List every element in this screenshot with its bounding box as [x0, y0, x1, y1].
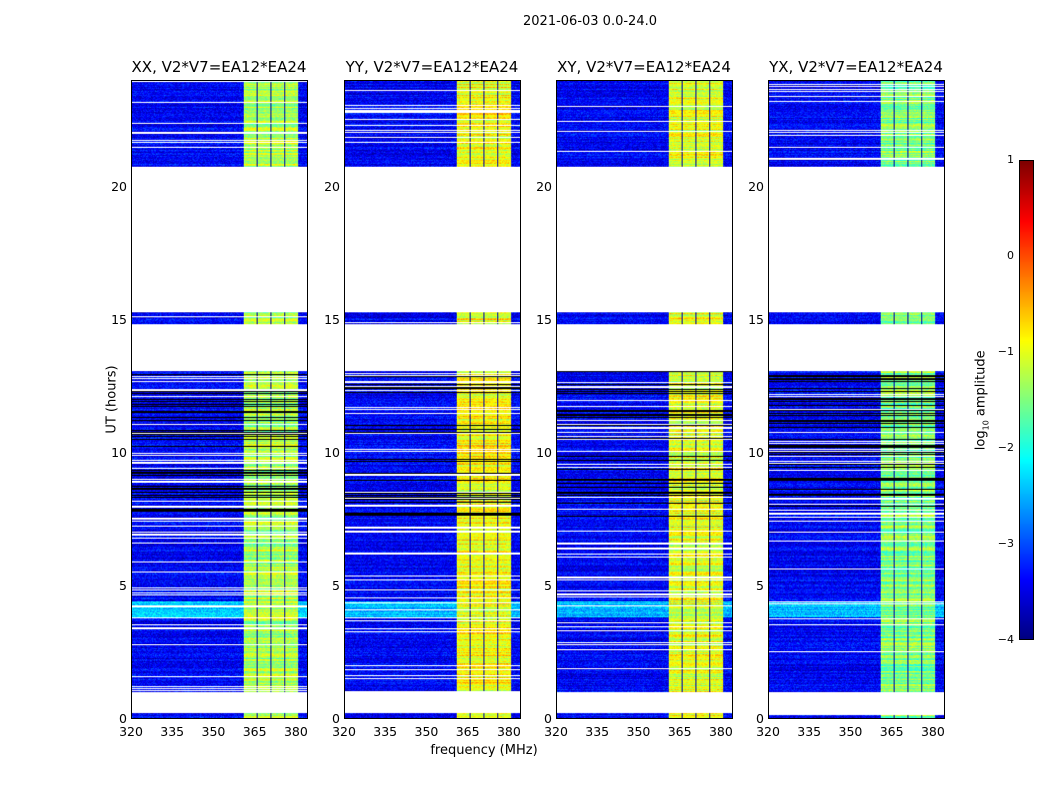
x-tick-label: 335 — [797, 724, 822, 739]
colorbar-tick-label: −2 — [997, 441, 1014, 454]
y-tick-label: 5 — [756, 577, 764, 593]
y-tick-label: 15 — [748, 311, 764, 327]
panel-title: XY, V2*V7=EA12*EA24 — [557, 58, 731, 76]
x-tick-label: 380 — [708, 724, 733, 739]
colorbar-tick-label: −3 — [997, 537, 1014, 550]
y-tick-label: 0 — [119, 711, 127, 726]
x-tick-label: 380 — [283, 724, 308, 739]
x-tick-label: 365 — [242, 724, 267, 739]
x-tick-label: 335 — [585, 724, 610, 739]
y-tick-label: 10 — [111, 444, 127, 460]
y-tick-label: 20 — [111, 178, 127, 194]
y-tick-label: 20 — [748, 178, 764, 194]
y-tick-label: 10 — [324, 444, 340, 460]
waterfall-panel-3 — [768, 80, 945, 719]
x-tick-label: 380 — [920, 724, 945, 739]
waterfall-panel-2 — [556, 80, 733, 719]
y-tick-label: 20 — [324, 178, 340, 194]
y-tick-label: 15 — [324, 311, 340, 327]
y-tick-label: 15 — [536, 311, 552, 327]
colorbar-tick-label: −4 — [997, 633, 1014, 646]
waterfall-heatmap — [557, 81, 732, 718]
colorbar-tick-label: −1 — [997, 345, 1014, 358]
x-axis-label: frequency (MHz) — [430, 743, 538, 758]
x-tick-label: 365 — [455, 724, 480, 739]
y-tick-label: 5 — [332, 577, 340, 593]
x-tick-label: 335 — [160, 724, 185, 739]
y-tick-label: 0 — [332, 711, 340, 726]
waterfall-panel-1 — [344, 80, 521, 719]
x-tick-label: 320 — [119, 724, 143, 739]
y-tick-label: 0 — [756, 711, 764, 726]
panel-title: XX, V2*V7=EA12*EA24 — [131, 58, 307, 76]
waterfall-heatmap — [769, 81, 944, 718]
y-tick-label: 20 — [536, 178, 552, 194]
colorbar — [1019, 160, 1034, 640]
x-tick-label: 350 — [838, 724, 863, 739]
x-tick-label: 365 — [879, 724, 904, 739]
x-tick-label: 365 — [667, 724, 692, 739]
x-tick-label: 350 — [414, 724, 439, 739]
colorbar-tick-label: 1 — [1007, 153, 1014, 166]
waterfall-heatmap — [345, 81, 520, 718]
x-tick-label: 350 — [626, 724, 651, 739]
x-tick-label: 320 — [332, 724, 356, 739]
x-tick-label: 350 — [201, 724, 226, 739]
colorbar-tick-label: 0 — [1007, 249, 1014, 262]
x-tick-label: 335 — [373, 724, 398, 739]
y-tick-label: 10 — [536, 444, 552, 460]
waterfall-heatmap — [132, 81, 307, 718]
waterfall-panel-0 — [131, 80, 308, 719]
y-tick-label: 10 — [748, 444, 764, 460]
y-axis-label: UT (hours) — [104, 365, 120, 434]
y-tick-label: 15 — [111, 311, 127, 327]
figure-title: 2021-06-03 0.0-24.0 — [523, 14, 657, 29]
panel-title: YX, V2*V7=EA12*EA24 — [769, 58, 943, 76]
y-tick-label: 5 — [544, 577, 552, 593]
y-tick-label: 0 — [544, 711, 552, 726]
x-tick-label: 320 — [544, 724, 568, 739]
y-tick-label: 5 — [119, 577, 127, 593]
x-tick-label: 380 — [496, 724, 521, 739]
panel-title: YY, V2*V7=EA12*EA24 — [345, 58, 519, 76]
x-tick-label: 320 — [756, 724, 780, 739]
